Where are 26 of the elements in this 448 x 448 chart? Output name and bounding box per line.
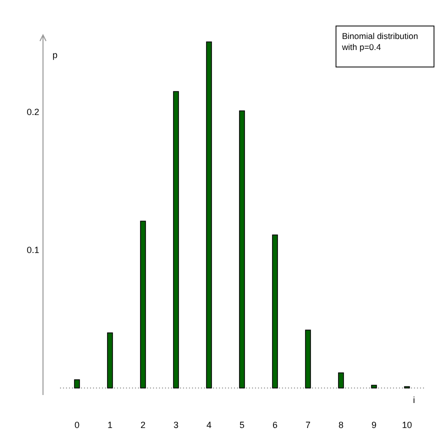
annotation: Binomial distribution with p=0.4 [341, 31, 418, 52]
x-tick-label: 8 [338, 420, 344, 430]
x-tick-label: 2 [140, 420, 146, 430]
x-axis-title: i [413, 395, 415, 405]
x-tick-label: 4 [206, 420, 212, 430]
bar [107, 332, 113, 388]
bar [338, 372, 344, 388]
bar [206, 41, 212, 388]
bar [140, 220, 146, 388]
x-tick-label: 1 [107, 420, 113, 430]
x-tick-label: 3 [173, 420, 179, 430]
x-tick-label: 6 [272, 420, 278, 430]
y-tick-label: 0.2 [26, 107, 40, 118]
y-tick-label: 0.1 [26, 245, 40, 256]
x-tick-label: 7 [305, 420, 311, 430]
x-tick-label: 9 [371, 420, 377, 430]
bar [173, 91, 179, 388]
bar [305, 330, 311, 388]
y-axis-title: p [52, 50, 58, 60]
bar [239, 110, 245, 388]
x-tick-label: 5 [239, 420, 245, 430]
bar [371, 384, 377, 388]
bar [74, 379, 80, 388]
bar [272, 234, 278, 388]
x-tick-label: 10 [402, 420, 412, 430]
x-tick-label: 0 [74, 420, 80, 430]
